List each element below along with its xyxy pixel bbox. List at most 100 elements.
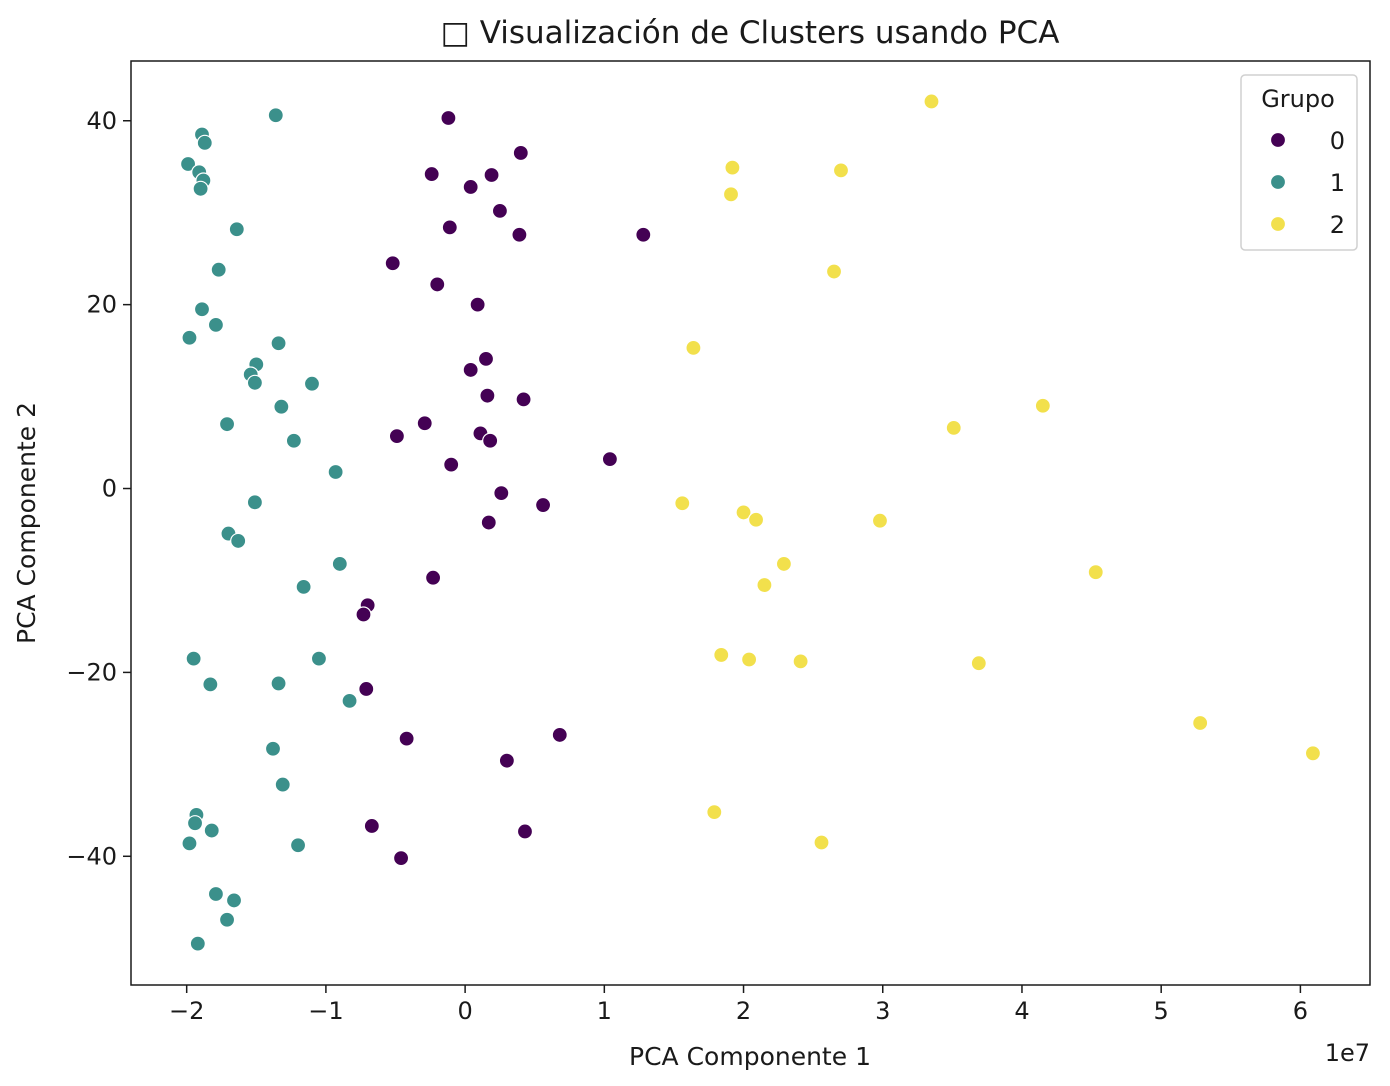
data-point-group-2 [871,512,889,529]
data-point-group-1 [230,532,247,550]
data-point-group-1 [228,221,245,238]
data-point-group-1 [181,835,198,852]
x-tick-label: −2 [169,997,204,1025]
data-point-group-0 [512,144,529,162]
y-tick-label: −20 [66,658,117,686]
data-point-group-1 [327,463,344,481]
x-tick-label: 6 [1293,997,1308,1025]
data-point-group-0 [515,391,532,408]
x-tick-label: 0 [457,997,472,1025]
data-point-group-1 [186,815,204,832]
x-tick-label: 2 [736,997,751,1025]
data-point-group-0 [392,850,410,867]
y-tick-label: 40 [86,107,117,135]
data-point-group-1 [196,134,213,151]
data-point-group-0 [462,178,479,196]
legend-label: 0 [1330,127,1345,155]
legend: Grupo 0 1 2 [1240,74,1358,251]
legend-label: 2 [1330,211,1345,239]
data-point-group-0 [483,166,500,184]
y-axis: −40 −20 0 20 40 [66,107,131,870]
data-point-group-1 [189,935,206,952]
data-point-group-0 [440,109,457,127]
legend-title: Grupo [1261,85,1335,113]
data-point-group-0 [443,456,460,473]
data-point-group-0 [355,606,372,623]
y-tick-label: −40 [66,842,117,870]
data-point-group-2 [813,834,830,851]
data-point-group-2 [1192,714,1209,732]
data-point-group-0 [493,485,510,502]
x-tick-label: 1 [597,997,612,1025]
data-point-group-1 [185,650,202,667]
data-point-group-1 [310,650,328,667]
data-point-group-0 [469,296,486,313]
legend-marker [1269,131,1287,149]
x-tick-label: 3 [875,997,890,1025]
data-point-group-0 [384,255,401,272]
data-point-group-2 [923,93,940,110]
data-point-group-1 [192,180,209,197]
x-tick-label: 4 [1014,997,1029,1025]
data-point-group-1 [207,316,225,333]
data-point-group-0 [551,726,568,744]
data-point-group-2 [722,186,740,203]
data-point-group-1 [203,822,220,839]
chart-title: □ Visualización de Clusters usando PCA [441,15,1060,51]
data-point-group-1 [274,776,291,793]
data-point-group-2 [825,263,843,280]
data-point-group-0 [388,428,405,445]
data-point-group-1 [270,335,287,352]
data-point-group-1 [303,375,321,392]
data-point-group-1 [202,676,219,693]
x-axis-offset-text: 1e7 [1325,1039,1370,1067]
data-point-group-0 [480,514,497,531]
y-axis-label: PCA Componente 2 [12,402,41,644]
data-point-group-1 [264,740,282,757]
data-point-group-1 [218,416,236,433]
data-point-group-1 [295,578,312,595]
data-point-group-1 [273,398,290,415]
data-point-group-2 [741,651,758,668]
data-point-group-2 [792,653,809,670]
data-point-group-1 [270,675,287,692]
data-point-group-1 [267,107,284,124]
data-point-group-0 [462,361,479,379]
data-point-group-1 [181,329,198,346]
data-point-group-2 [706,804,723,821]
data-point-group-2 [724,159,741,176]
data-point-group-0 [429,276,446,293]
y-tick-label: 20 [86,291,117,319]
data-point-group-1 [193,301,211,318]
legend-entries: 0 1 2 [1269,127,1345,239]
y-tick-label: 0 [102,475,117,503]
data-point-group-0 [534,496,552,514]
data-point-group-0 [423,165,440,183]
data-point-group-2 [685,339,702,356]
data-point-group-0 [358,680,375,698]
data-point-group-2 [735,504,752,521]
data-point-group-0 [477,350,495,367]
data-point-group-0 [398,730,415,747]
data-point-group-1 [331,555,348,573]
legend-marker [1269,173,1287,191]
data-point-group-0 [416,415,433,432]
data-point-group-2 [1087,564,1104,581]
x-axis-label: PCA Componente 1 [629,1042,871,1071]
data-point-group-1 [179,155,197,173]
data-point-group-1 [218,911,236,928]
data-point-group-2 [945,419,962,436]
data-point-group-1 [289,837,307,854]
data-point-group-1 [246,494,263,511]
data-point-group-2 [747,511,765,528]
legend-marker [1269,215,1287,233]
data-point-group-1 [285,432,302,449]
data-point-group-0 [498,752,515,769]
data-point-group-0 [635,226,652,243]
data-point-group-2 [674,495,691,512]
legend-box [1240,74,1358,251]
data-point-group-0 [441,219,458,236]
data-point-group-0 [491,202,509,219]
data-point-group-0 [482,432,499,449]
